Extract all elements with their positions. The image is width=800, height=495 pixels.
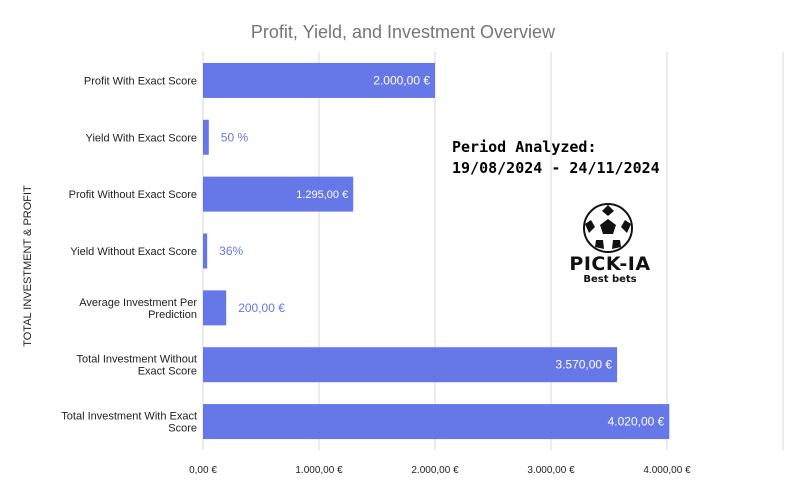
category-label: Profit Without Exact Score <box>69 189 197 201</box>
bar <box>203 119 209 155</box>
x-tick-label: 1.000,00 € <box>295 465 343 476</box>
period-annotation: Period Analyzed: 19/08/2024 - 24/11/2024 <box>452 137 660 179</box>
data-label: 200,00 € <box>238 301 285 315</box>
chart-title: Profit, Yield, and Investment Overview <box>251 22 556 42</box>
bar <box>203 176 354 212</box>
y-axis-title: TOTAL INVESTMENT & PROFIT <box>22 185 34 347</box>
category-label: Yield Without Exact Score <box>70 246 197 258</box>
bar <box>203 62 435 98</box>
data-label: 3.570,00 € <box>555 358 612 372</box>
category-label: Exact Score <box>138 366 197 378</box>
data-label: 50 % <box>221 130 249 144</box>
category-label: Average Investment Per <box>79 297 197 309</box>
category-label: Total Investment With Exact <box>61 411 197 423</box>
logo-name: PICK-IA <box>569 253 651 275</box>
x-tick-label: 3.000,00 € <box>527 465 575 476</box>
data-label: 4.020,00 € <box>608 415 665 429</box>
data-label: 2.000,00 € <box>373 73 430 87</box>
category-label: Profit With Exact Score <box>84 75 197 87</box>
soccer-ball-icon <box>583 203 633 253</box>
period-title: Period Analyzed: <box>452 138 597 156</box>
bar <box>203 404 670 440</box>
x-tick-label: 0,00 € <box>189 465 217 476</box>
logo-tagline: Best bets <box>583 274 637 285</box>
category-label: Total Investment Without <box>77 354 197 366</box>
x-tick-label: 2.000,00 € <box>411 465 459 476</box>
bar <box>203 290 227 326</box>
x-tick-label: 4.000,00 € <box>643 465 691 476</box>
data-label: 1.295,00 € <box>296 189 348 201</box>
category-label: Yield With Exact Score <box>86 132 197 144</box>
period-dates: 19/08/2024 - 24/11/2024 <box>452 159 660 177</box>
category-label: Prediction <box>148 309 197 321</box>
category-label: Score <box>168 423 197 435</box>
bar <box>203 233 208 269</box>
bar <box>203 347 618 383</box>
data-label: 36% <box>219 244 243 258</box>
